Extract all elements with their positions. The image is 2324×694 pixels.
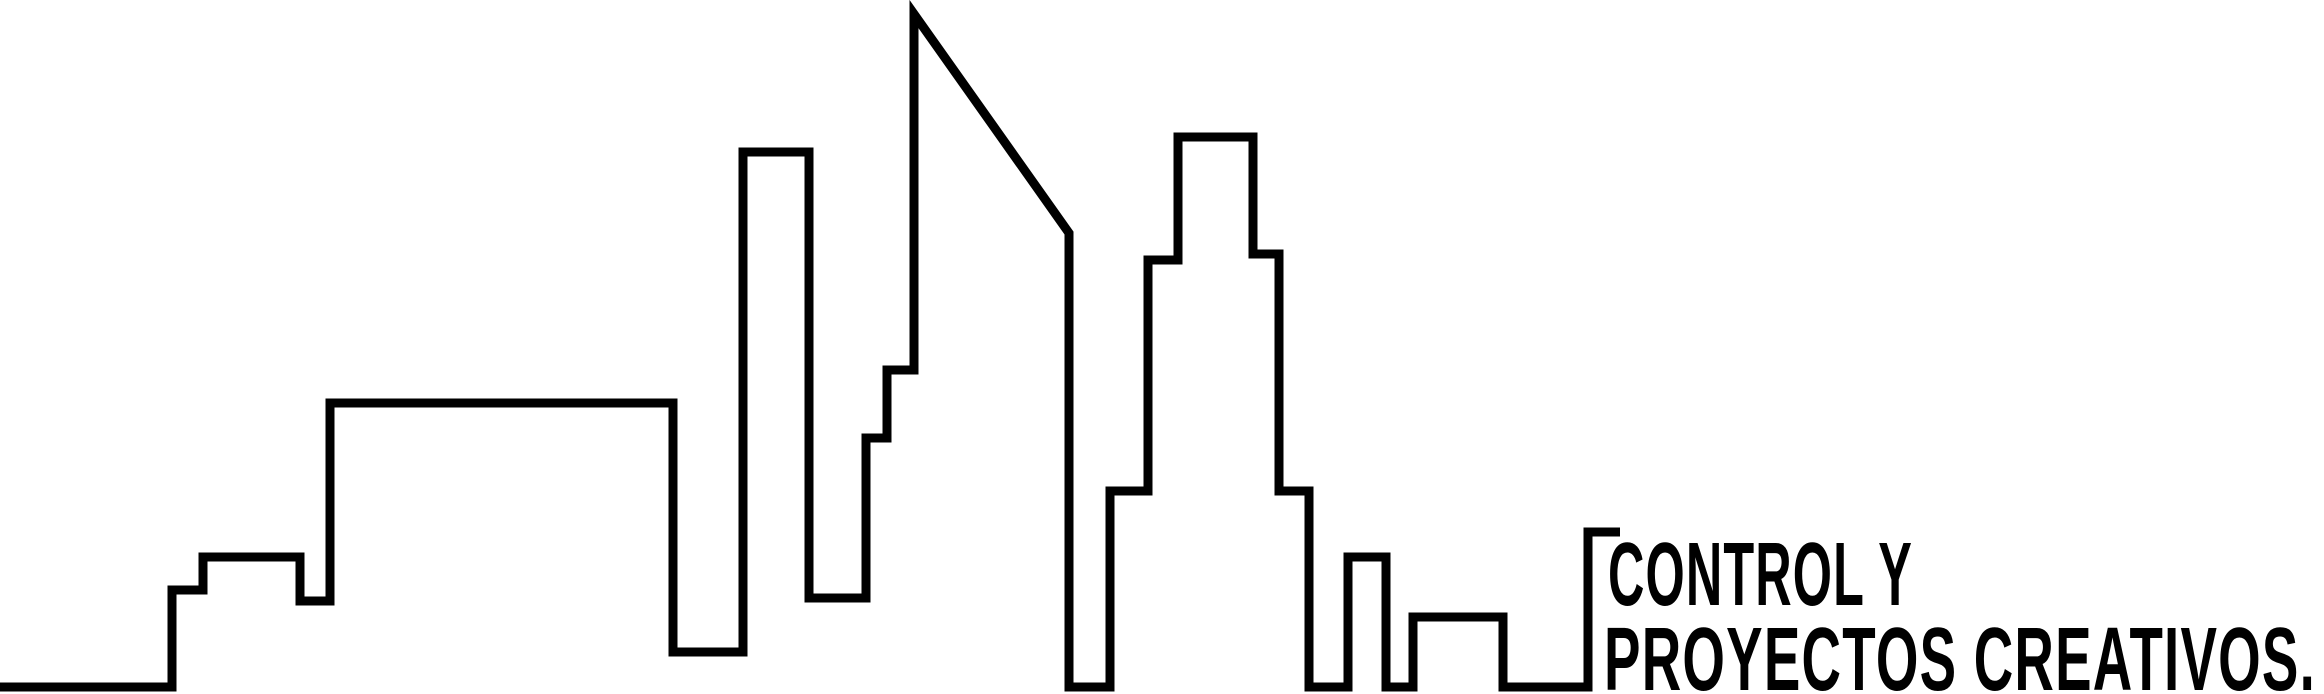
brand-line-1: CONTROL Y	[1608, 525, 1913, 625]
skyline-outline	[0, 0, 1620, 692]
brand-line-2: PROYECTOS CREATIVOS.	[1604, 610, 2316, 694]
brand-wordmark: CONTROL Y PROYECTOS CREATIVOS.	[1604, 525, 2316, 694]
